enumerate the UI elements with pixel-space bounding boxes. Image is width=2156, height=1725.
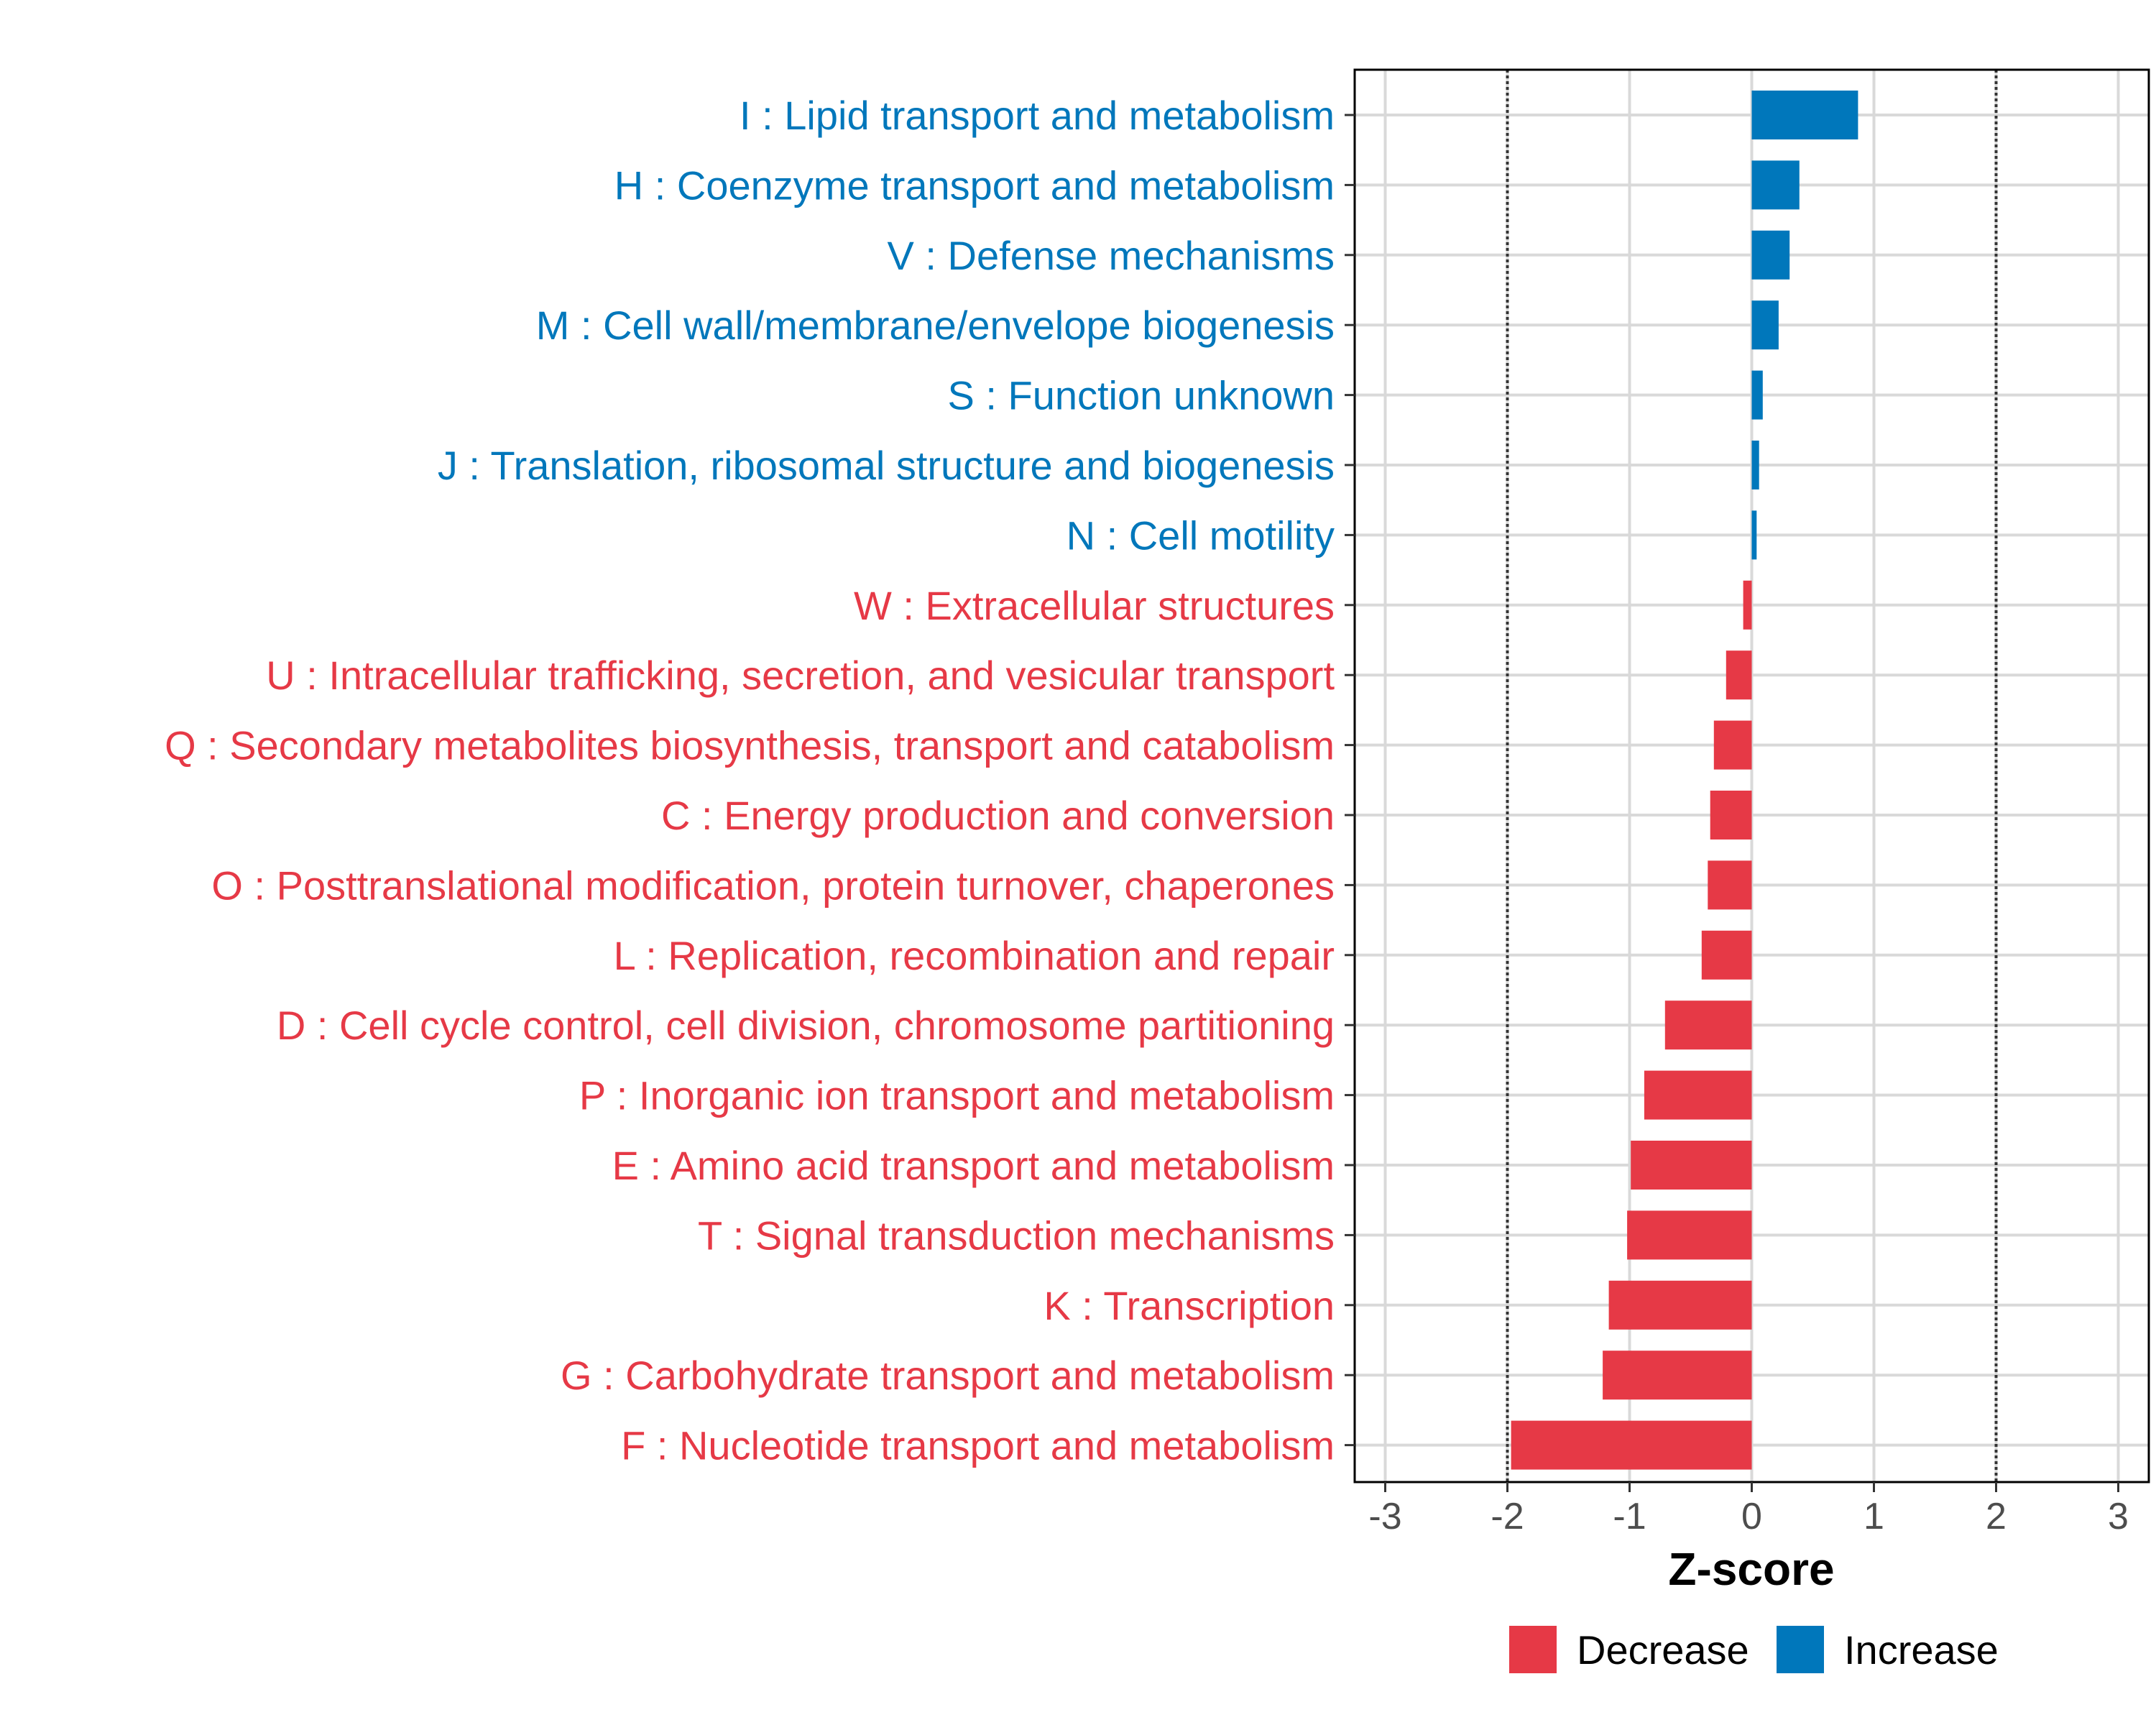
bar bbox=[1710, 791, 1752, 840]
category-label: W : Extracellular structures bbox=[854, 583, 1335, 628]
category-label: V : Defense mechanisms bbox=[888, 233, 1335, 278]
category-label: C : Energy production and conversion bbox=[661, 793, 1335, 838]
category-label: J : Translation, ribosomal structure and… bbox=[438, 443, 1335, 488]
bar bbox=[1713, 720, 1752, 770]
bar bbox=[1603, 1351, 1752, 1400]
x-axis-labels: -3 -2 -1 0 1 2 3 bbox=[1368, 1496, 2129, 1537]
legend-label-decrease: Decrease bbox=[1577, 1627, 1749, 1673]
category-label: S : Function unknown bbox=[947, 373, 1335, 418]
bars bbox=[1511, 91, 1858, 1470]
x-tick-label: 0 bbox=[1741, 1496, 1762, 1537]
category-label: T : Signal transduction mechanisms bbox=[698, 1213, 1335, 1258]
bar bbox=[1751, 91, 1858, 139]
category-label: K : Transcription bbox=[1044, 1283, 1335, 1328]
x-tick-label: -1 bbox=[1613, 1496, 1646, 1537]
bar bbox=[1627, 1210, 1752, 1260]
category-label: F : Nucleotide transport and metabolism bbox=[621, 1423, 1335, 1468]
legend-swatch-decrease bbox=[1509, 1626, 1557, 1673]
bar bbox=[1726, 650, 1752, 700]
category-label: L : Replication, recombination and repai… bbox=[614, 933, 1335, 978]
category-label: G : Carbohydrate transport and metabolis… bbox=[561, 1353, 1335, 1398]
category-label: D : Cell cycle control, cell division, c… bbox=[277, 1003, 1335, 1048]
bar bbox=[1751, 441, 1759, 489]
x-tick-label: -3 bbox=[1368, 1496, 1401, 1537]
bar bbox=[1644, 1070, 1752, 1120]
x-axis-ticks bbox=[1384, 1482, 2119, 1492]
category-label: O : Posttranslational modification, prot… bbox=[211, 862, 1335, 908]
category-label: P : Inorganic ion transport and metaboli… bbox=[579, 1073, 1335, 1118]
legend: Decrease Increase bbox=[1509, 1626, 1999, 1673]
category-label: M : Cell wall/membrane/envelope biogenes… bbox=[536, 303, 1335, 348]
bar bbox=[1608, 1280, 1752, 1330]
bar bbox=[1751, 370, 1763, 420]
category-label: H : Coenzyme transport and metabolism bbox=[614, 162, 1335, 208]
grid-lines bbox=[1355, 70, 2149, 1482]
bar bbox=[1664, 1000, 1752, 1050]
bar bbox=[1751, 230, 1790, 280]
x-tick-label: 3 bbox=[2108, 1496, 2129, 1537]
x-tick-label: 1 bbox=[1864, 1496, 1884, 1537]
y-axis-labels: I : Lipid transport and metabolism H : Co… bbox=[165, 93, 1335, 1468]
bar bbox=[1511, 1420, 1752, 1470]
category-label: I : Lipid transport and metabolism bbox=[740, 93, 1335, 138]
bar bbox=[1751, 510, 1757, 560]
legend-swatch-increase bbox=[1777, 1626, 1824, 1673]
x-axis-title: Z-score bbox=[1668, 1543, 1834, 1595]
bar bbox=[1701, 930, 1752, 980]
bar bbox=[1708, 860, 1752, 910]
y-axis-ticks bbox=[1345, 114, 1355, 1447]
category-label: E : Amino acid transport and metabolism bbox=[612, 1143, 1335, 1188]
category-label: U : Intracellular trafficking, secretion… bbox=[266, 653, 1335, 698]
bar bbox=[1751, 300, 1779, 350]
category-label: Q : Secondary metabolites biosynthesis, … bbox=[165, 723, 1335, 768]
x-tick-label: 2 bbox=[1986, 1496, 2007, 1537]
bar bbox=[1743, 580, 1752, 630]
bar bbox=[1631, 1141, 1752, 1190]
legend-label-increase: Increase bbox=[1844, 1627, 1999, 1673]
bar bbox=[1751, 160, 1800, 210]
x-tick-label: -2 bbox=[1491, 1496, 1524, 1537]
category-label: N : Cell motility bbox=[1067, 512, 1335, 558]
